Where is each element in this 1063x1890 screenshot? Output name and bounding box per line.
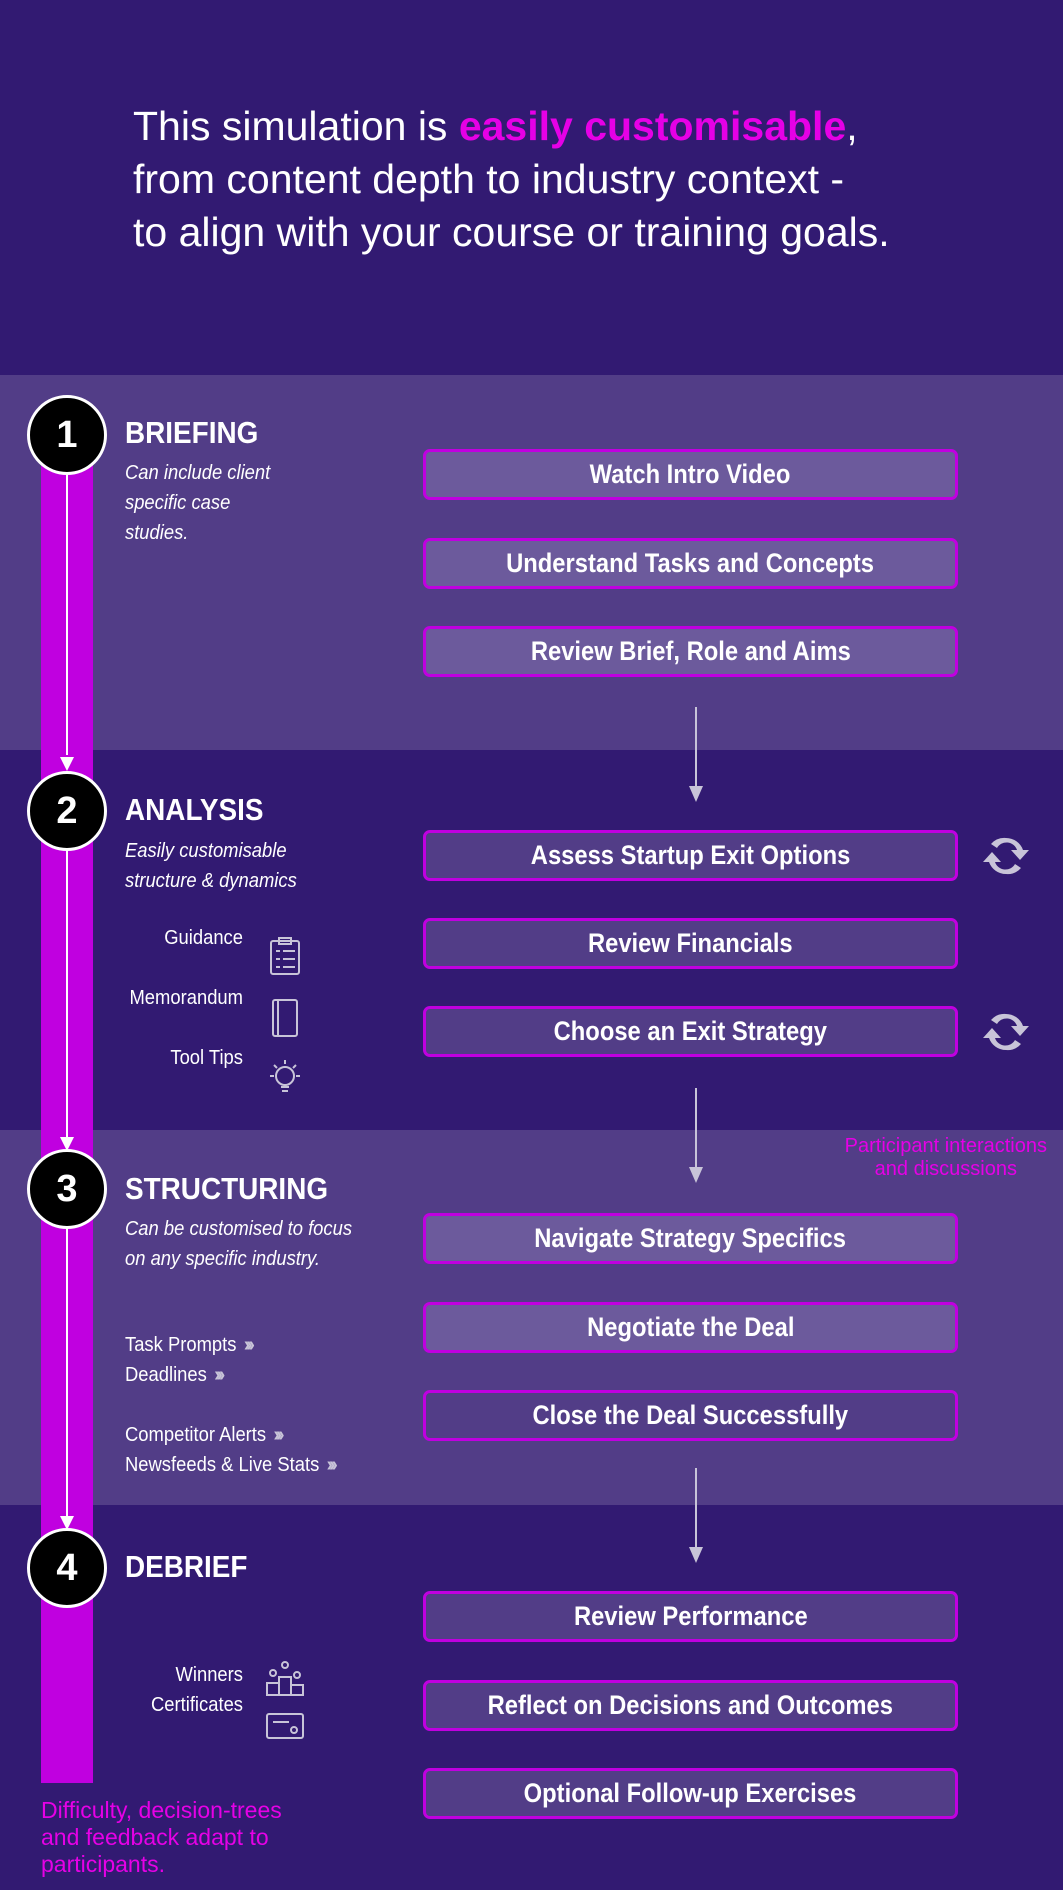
step-close-deal[interactable]: Close the Deal Successfully (423, 1390, 958, 1441)
chevrons-icon: ››› (243, 1334, 255, 1356)
step-negotiate-deal[interactable]: Negotiate the Deal (423, 1302, 958, 1353)
stage-number: 1 (27, 395, 107, 475)
adapt-note: Difficulty, decision-trees and feedback a… (41, 1797, 282, 1877)
feature-task-prompts: Task Prompts ››› (125, 1334, 255, 1356)
arrow-down-icon (60, 1516, 74, 1530)
step-watch-intro-video[interactable]: Watch Intro Video (423, 449, 958, 500)
chevrons-icon: ››› (214, 1364, 225, 1386)
stage-number: 2 (27, 771, 107, 851)
stage-title: STRUCTURING (125, 1171, 329, 1206)
feature-newsfeeds: Newsfeeds & Live Stats ››› (125, 1454, 338, 1476)
notebook-icon (272, 999, 298, 1037)
header-text: This simulation is easily customisable, … (133, 103, 890, 255)
step-navigate-strategy[interactable]: Navigate Strategy Specifics (423, 1213, 958, 1264)
feature-label: Tool Tips (170, 1047, 243, 1069)
clipboard-checklist-icon (270, 937, 300, 975)
certificate-icon (266, 1713, 304, 1739)
flow-arrow (695, 1088, 697, 1168)
refresh-cycle-icon (983, 1013, 1029, 1051)
feature-label: Certificates (150, 1694, 243, 1716)
step-review-financials[interactable]: Review Financials (423, 918, 958, 969)
flow-arrow (695, 1468, 697, 1548)
arrow-down-icon (689, 1547, 703, 1563)
step-review-brief[interactable]: Review Brief, Role and Aims (423, 626, 958, 677)
chevrons-icon: ››› (273, 1424, 284, 1446)
stage-subtitle: Can include client specific case studies. (125, 462, 271, 544)
stage-title: ANALYSIS (125, 792, 264, 827)
step-choose-exit-strategy[interactable]: Choose an Exit Strategy (423, 1006, 958, 1057)
stage-subtitle: Easily customisable structure & dynamics (125, 840, 297, 892)
flow-arrow (695, 707, 697, 787)
timeline-connector (66, 475, 68, 755)
lightbulb-icon (270, 1060, 300, 1092)
stage-title: DEBRIEF (125, 1549, 248, 1584)
stage-number: 3 (27, 1149, 107, 1229)
step-follow-up-exercises[interactable]: Optional Follow-up Exercises (423, 1768, 958, 1819)
step-review-performance[interactable]: Review Performance (423, 1591, 958, 1642)
feature-label: Memorandum (129, 987, 243, 1009)
interactions-note: Participant interactions and discussions (844, 1135, 1047, 1180)
timeline-connector (66, 1228, 68, 1518)
stage-number: 4 (27, 1528, 107, 1608)
timeline-connector (66, 850, 68, 1137)
arrow-down-icon (689, 786, 703, 802)
podium-icon (266, 1661, 304, 1696)
step-understand-tasks[interactable]: Understand Tasks and Concepts (423, 538, 958, 589)
arrow-down-icon (689, 1167, 703, 1183)
arrow-down-icon (60, 757, 74, 771)
stage-title: BRIEFING (125, 415, 259, 450)
header-band (0, 0, 1063, 375)
feature-label: Guidance (164, 927, 243, 949)
chevrons-icon: ››› (326, 1454, 338, 1476)
feature-deadlines: Deadlines ››› (125, 1364, 225, 1386)
arrow-down-icon (60, 1137, 74, 1151)
refresh-cycle-icon (983, 837, 1029, 875)
stage-subtitle: Can be customised to focus on any specifi… (125, 1218, 353, 1270)
feature-label: Winners (175, 1664, 243, 1686)
step-reflect-decisions[interactable]: Reflect on Decisions and Outcomes (423, 1680, 958, 1731)
feature-competitor-alerts: Competitor Alerts ››› (125, 1424, 284, 1446)
step-assess-exit-options[interactable]: Assess Startup Exit Options (423, 830, 958, 881)
